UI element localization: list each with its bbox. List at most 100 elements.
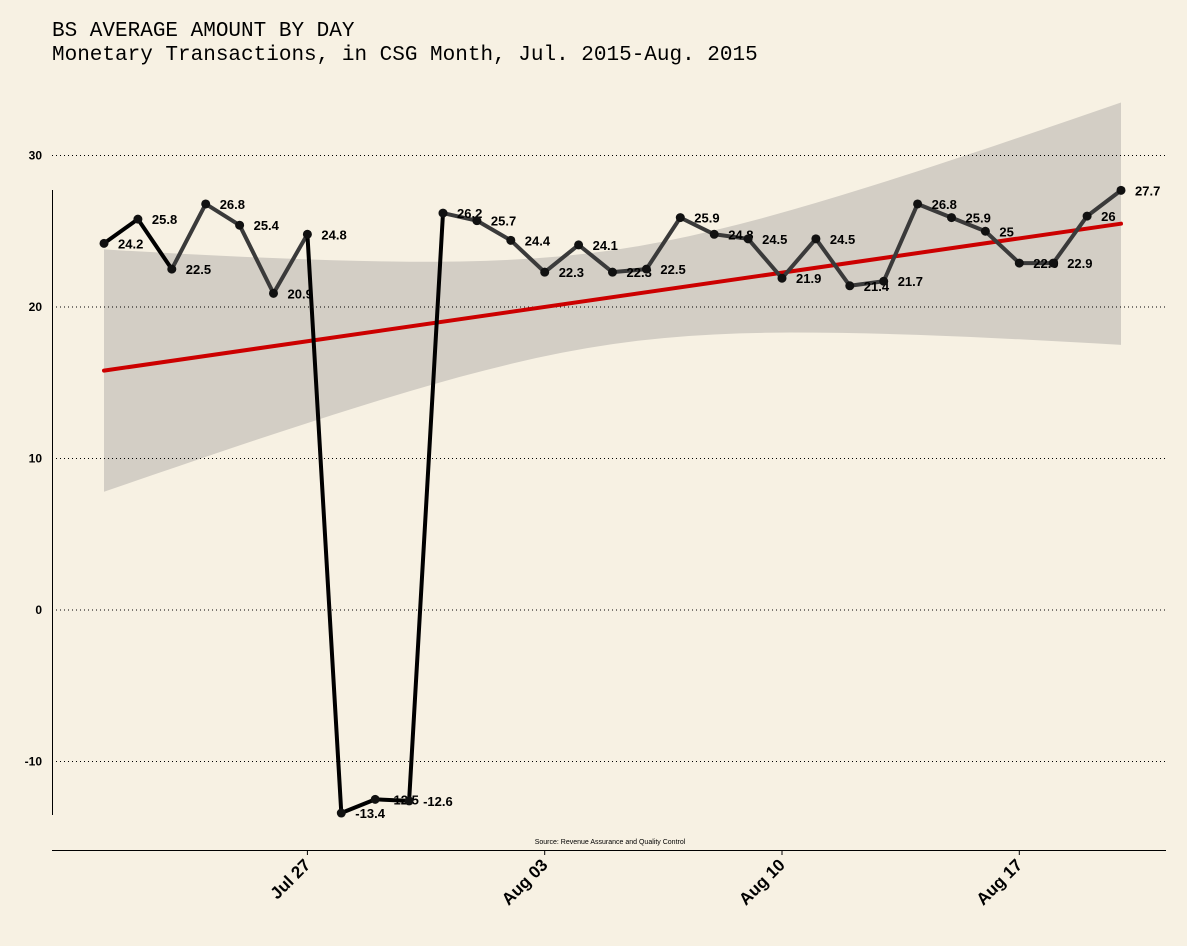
data-label: 25.9 [694,211,719,226]
data-label: 24.2 [118,236,143,251]
data-point [743,234,753,244]
series-segment [712,232,751,241]
data-label: 26.8 [220,197,245,212]
y-tick-label: 20 [29,300,43,314]
series-segment [102,217,140,246]
data-point [675,213,685,223]
y-tick-label: -10 [25,755,43,769]
data-point [709,229,719,239]
data-label: 26.8 [932,197,957,212]
series-segment [1085,188,1123,219]
series-segment [135,217,174,272]
data-label: 21.7 [898,274,923,289]
data-point [472,216,482,226]
series-segment [203,201,242,228]
series-segment [508,238,547,275]
series-segment [983,229,1022,266]
series-segment [169,201,208,272]
series-segment [474,218,513,243]
data-point [1082,211,1092,221]
series-segment [271,232,310,296]
source-note: Source: Revenue Assurance and Quality Co… [535,839,686,846]
series-segment [847,279,886,288]
y-tick-label: 0 [35,603,42,617]
data-point [302,229,312,239]
series-segment [678,215,717,237]
data-point [133,214,143,224]
data-point [506,235,516,245]
series-segment [780,236,818,281]
series-segment [915,201,954,220]
data-point [1048,258,1058,268]
data-point [336,808,346,818]
series-segment [813,236,852,288]
data-point [879,276,889,286]
data-point [201,199,211,209]
data-label: 24.1 [593,238,618,253]
data-label: 22.5 [186,262,211,277]
data-point [99,238,109,248]
series-segment [441,211,479,223]
data-point [777,273,787,283]
series-segment [237,223,276,296]
data-label: 25.9 [966,211,991,226]
data-point [167,264,177,274]
data-label: -12.5 [389,792,419,807]
data-point [980,226,990,236]
series-segment [407,211,445,803]
series-segment [373,797,412,803]
series-segment [1051,214,1090,266]
data-point [845,281,855,291]
x-tick-label: Aug 03 [498,855,552,909]
chart-subtitle: Monetary Transactions, in CSG Month, Jul… [52,44,758,67]
data-point [608,267,617,277]
data-point [370,794,380,804]
data-label: 20.9 [288,286,313,301]
series-segment [610,267,649,275]
data-label: 24.8 [321,227,346,242]
x-tick-label: Aug 17 [973,855,1027,909]
data-label: 25 [999,224,1013,239]
data-label: 27.7 [1135,183,1160,198]
data-label: 25.4 [254,218,280,233]
data-label: 22.9 [1067,256,1092,271]
data-point [913,199,923,209]
data-label: 21.9 [796,271,821,286]
data-label: -13.4 [355,806,385,821]
data-label: 22.3 [559,265,584,280]
series-segment [542,242,581,275]
data-point [574,240,584,250]
data-point [438,208,448,218]
data-point [540,267,550,277]
data-point [235,220,245,230]
data-point [641,264,651,274]
y-tick-label: 30 [29,149,43,163]
data-point [1116,185,1126,195]
data-label: 25.8 [152,212,177,227]
series-segment [949,215,988,234]
data-point [1014,258,1024,268]
series-segment [881,201,920,284]
data-label: 25.7 [491,214,516,229]
x-tick-label: Aug 10 [735,855,789,909]
series-segment [576,242,615,275]
data-point [811,234,821,244]
series-segment [305,232,344,816]
x-tick-label: Jul 27 [267,855,315,903]
y-tick-label: 10 [29,452,43,466]
chart-title: BS AVERAGE AMOUNT BY DAY [52,20,355,43]
data-label: 24.5 [762,232,787,247]
data-label: 24.4 [525,233,551,248]
series-segment [644,215,683,272]
trend-line [102,221,1123,373]
data-point [404,796,414,806]
data-label: -12.6 [423,794,453,809]
series-segment [339,797,378,816]
data-point [947,213,956,223]
data-point [269,288,278,298]
data-label: 22.5 [660,262,685,277]
data-label: 24.5 [830,232,855,247]
data-label: 26 [1101,209,1115,224]
